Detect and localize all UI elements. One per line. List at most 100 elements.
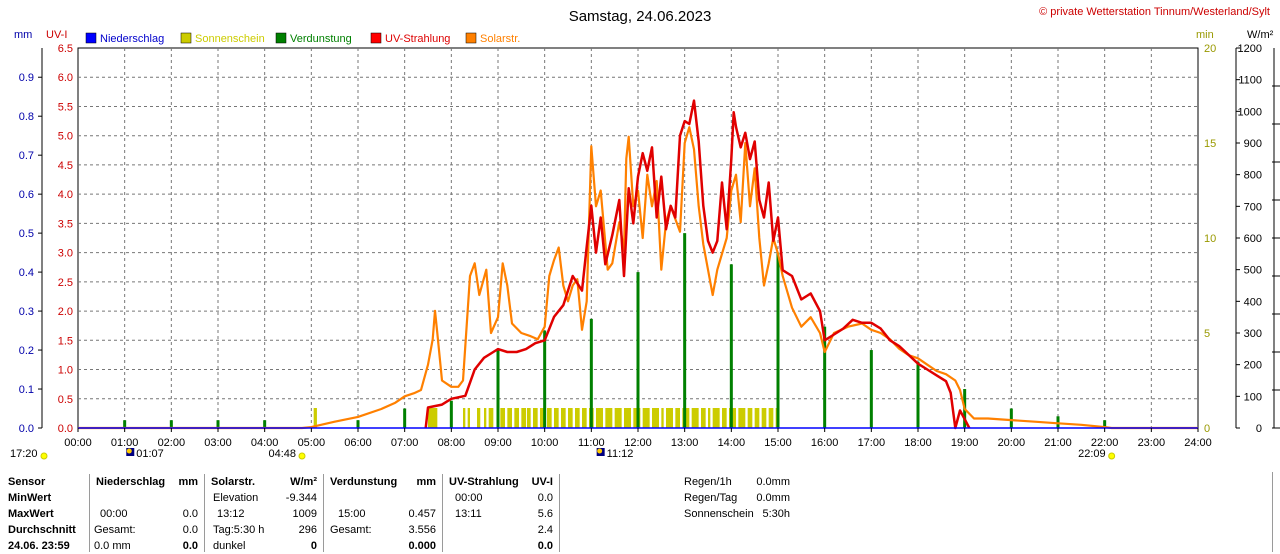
verdunstung-max-time: 15:00	[338, 508, 366, 520]
sunshine-block-27	[652, 408, 659, 428]
evaporation-bar-3	[263, 420, 267, 428]
evaporation-bar-19	[1056, 416, 1060, 428]
sunshine-block-5	[484, 408, 487, 428]
evaporation-bar-4	[356, 420, 360, 428]
wm2-tick-label-9: 900	[1244, 138, 1262, 150]
summary-right-divider	[1272, 472, 1273, 552]
summary-col-solar: Solarstr. W/m² Elevation -9.344 13:12 1009 …	[204, 474, 323, 552]
legend-swatch-0	[85, 32, 97, 44]
sunshine-block-33	[701, 408, 706, 428]
sun-marker-2	[298, 452, 306, 460]
solar-max-time: 13:12	[217, 508, 245, 520]
niederschlag-last-value: 0.0 mm	[94, 540, 131, 552]
sunshine-block-15	[554, 408, 559, 428]
x-tick-label-2: 02:00	[158, 437, 186, 449]
evaporation-bar-8	[543, 330, 547, 428]
max-label: MaxWert	[8, 508, 54, 520]
wm2-tick-label-1: 100	[1244, 391, 1262, 403]
evaporation-bar-6	[449, 400, 453, 428]
legend-swatch-1	[180, 32, 192, 44]
axis-unit-wm2: W/m²	[1247, 29, 1274, 41]
verdunstung-max-value: 0.457	[408, 508, 436, 520]
legend-swatch-4	[465, 32, 477, 44]
uvi-tick-label-0: 0.0	[58, 423, 73, 435]
sun-time-label-4: 22:09	[1078, 448, 1106, 460]
evaporation-series	[123, 233, 1107, 428]
x-tick-label-7: 07:00	[391, 437, 419, 449]
uvi-tick-label-11: 5.5	[58, 101, 73, 113]
mm-tick-label-8: 0.8	[19, 111, 34, 123]
sunshine-block-11	[526, 408, 531, 428]
solar-last-label: dunkel	[213, 540, 246, 552]
x-tick-label-13: 13:00	[671, 437, 699, 449]
evaporation-bar-9	[589, 318, 593, 428]
extra-rain-1h-value: 0.0mm	[756, 476, 790, 488]
moon-glyph-3	[597, 448, 603, 454]
min-label: MinWert	[8, 492, 52, 504]
sunshine-block-42	[768, 408, 774, 428]
sunshine-block-4	[477, 408, 481, 428]
niederschlag-max-time: 00:00	[100, 508, 128, 520]
sunshine-block-34	[708, 408, 711, 428]
sunshine-block-35	[712, 408, 720, 428]
sunshine-block-30	[675, 408, 680, 428]
legend-swatch-3	[370, 32, 382, 44]
sunshine-block-9	[514, 408, 519, 428]
wm2-tick-label-11: 1100	[1238, 75, 1262, 87]
wm2-tick-label-2: 200	[1244, 360, 1262, 372]
min-tick-label-0: 0	[1204, 423, 1210, 435]
mm-tick-label-2: 0.2	[19, 345, 34, 357]
uvi-tick-label-6: 3.0	[58, 248, 73, 260]
copyright-note: © private Wetterstation Tinnum/Westerlan…	[1039, 6, 1270, 18]
wm2-tick-label-7: 700	[1244, 201, 1262, 213]
niederschlag-last-total: 0.0	[182, 540, 198, 552]
wm2-tick-label-6: 600	[1244, 233, 1262, 245]
sunshine-block-22	[605, 408, 613, 428]
evaporation-bar-2	[216, 420, 220, 428]
wm2-tick-label-4: 400	[1244, 296, 1262, 308]
sunshine-block-28	[661, 408, 664, 428]
x-tick-label-18: 18:00	[904, 437, 932, 449]
sunshine-block-0	[313, 408, 317, 428]
last-timestamp: 24.06. 23:59	[8, 540, 70, 552]
sunshine-block-36	[722, 408, 727, 428]
sun-moon-annotations: 17:20 01:07 04:48 11:12 22:09	[10, 448, 1116, 460]
sun-time-label-0: 17:20	[10, 448, 38, 460]
uv-min-value: 0.0	[537, 492, 553, 504]
summary-col-uv: UV-Strahlung UV-I 00:00 0.0 13:11 5.6 2.4 0…	[442, 474, 560, 552]
x-tick-label-24: 24:00	[1184, 437, 1212, 449]
uv-avg-value: 2.4	[537, 524, 553, 536]
verdunstung-total-label: Gesamt:	[330, 524, 372, 536]
summary-extra: Regen/1h 0.0mm Regen/Tag 0.0mm Sonnenschei…	[676, 474, 796, 534]
extra-rain-day-value: 0.0mm	[756, 492, 790, 504]
extra-rain-day-label: Regen/Tag	[684, 492, 738, 504]
uv-last-value: 0.0	[537, 540, 553, 552]
sunshine-block-32	[691, 408, 699, 428]
weather-chart: Samstag, 24.06.2023 © private Wetterstat…	[10, 6, 1280, 460]
sun-time-label-2: 04:48	[268, 448, 296, 460]
niederschlag-total-value: 0.0	[182, 524, 198, 536]
x-tick-label-22: 22:00	[1091, 437, 1119, 449]
legend-label-1: Sonnenschein	[195, 33, 265, 45]
solar-elevation-value: -9.344	[285, 492, 317, 504]
sensor-header: Sensor	[8, 476, 46, 488]
evaporation-bar-7	[496, 350, 500, 428]
summary-col-niederschlag: Niederschlag mm 00:00 0.0 Gesamt: 0.0 0.0 m…	[89, 474, 204, 552]
summary-table: Sensor MinWert MaxWert Durchschnitt 24.0…	[0, 472, 1280, 552]
verdunstung-header: Verdunstung	[330, 476, 398, 488]
mm-tick-label-0: 0.0	[19, 423, 34, 435]
extra-sunshine-label: Sonnenschein	[684, 508, 754, 520]
uvi-tick-label-5: 2.5	[58, 277, 73, 289]
solar-last-value: 0	[310, 540, 317, 552]
sunshine-block-41	[761, 408, 767, 428]
verdunstung-unit: mm	[416, 476, 436, 488]
uvi-tick-label-1: 0.5	[58, 394, 73, 406]
uv-min-time: 00:00	[455, 492, 483, 504]
moon-time-label-1: 01:07	[136, 448, 164, 460]
axis-unit-uvi: UV-I	[46, 29, 67, 41]
uv-header: UV-Strahlung	[449, 476, 519, 488]
uvi-tick-label-8: 4.0	[58, 189, 73, 201]
chart-axes: 00:00 01:00 02:00 03:00 04:00 05:00 06:00 07:00…	[19, 43, 1280, 449]
sunshine-block-14	[547, 408, 552, 428]
evaporation-bar-16	[916, 361, 920, 428]
